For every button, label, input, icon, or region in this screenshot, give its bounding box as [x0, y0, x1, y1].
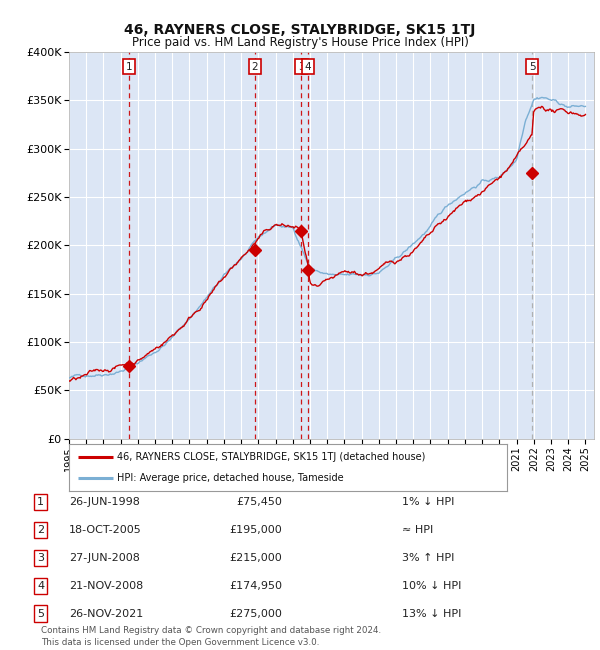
Text: ≈ HPI: ≈ HPI — [402, 525, 433, 535]
Text: £215,000: £215,000 — [229, 552, 282, 563]
Text: 26-NOV-2021: 26-NOV-2021 — [69, 608, 143, 619]
Text: 26-JUN-1998: 26-JUN-1998 — [69, 497, 140, 507]
Text: 3: 3 — [298, 62, 304, 72]
Text: 5: 5 — [37, 608, 44, 619]
Text: HPI: Average price, detached house, Tameside: HPI: Average price, detached house, Tame… — [117, 473, 344, 483]
Text: 2: 2 — [37, 525, 44, 535]
Text: 3% ↑ HPI: 3% ↑ HPI — [402, 552, 454, 563]
Text: 13% ↓ HPI: 13% ↓ HPI — [402, 608, 461, 619]
Text: Contains HM Land Registry data © Crown copyright and database right 2024.
This d: Contains HM Land Registry data © Crown c… — [41, 626, 381, 647]
Text: 46, RAYNERS CLOSE, STALYBRIDGE, SK15 1TJ: 46, RAYNERS CLOSE, STALYBRIDGE, SK15 1TJ — [124, 23, 476, 37]
Text: 1: 1 — [37, 497, 44, 507]
Text: 1% ↓ HPI: 1% ↓ HPI — [402, 497, 454, 507]
Text: 3: 3 — [37, 552, 44, 563]
Text: 18-OCT-2005: 18-OCT-2005 — [69, 525, 142, 535]
Text: 5: 5 — [529, 62, 535, 72]
Text: 1: 1 — [126, 62, 133, 72]
Text: £174,950: £174,950 — [229, 580, 282, 591]
Text: 21-NOV-2008: 21-NOV-2008 — [69, 580, 143, 591]
Text: 46, RAYNERS CLOSE, STALYBRIDGE, SK15 1TJ (detached house): 46, RAYNERS CLOSE, STALYBRIDGE, SK15 1TJ… — [117, 452, 425, 461]
Text: 10% ↓ HPI: 10% ↓ HPI — [402, 580, 461, 591]
Text: 4: 4 — [305, 62, 311, 72]
Text: 27-JUN-2008: 27-JUN-2008 — [69, 552, 140, 563]
Text: £75,450: £75,450 — [236, 497, 282, 507]
Text: Price paid vs. HM Land Registry's House Price Index (HPI): Price paid vs. HM Land Registry's House … — [131, 36, 469, 49]
Text: 4: 4 — [37, 580, 44, 591]
Text: £195,000: £195,000 — [229, 525, 282, 535]
Text: 2: 2 — [251, 62, 258, 72]
Text: £275,000: £275,000 — [229, 608, 282, 619]
